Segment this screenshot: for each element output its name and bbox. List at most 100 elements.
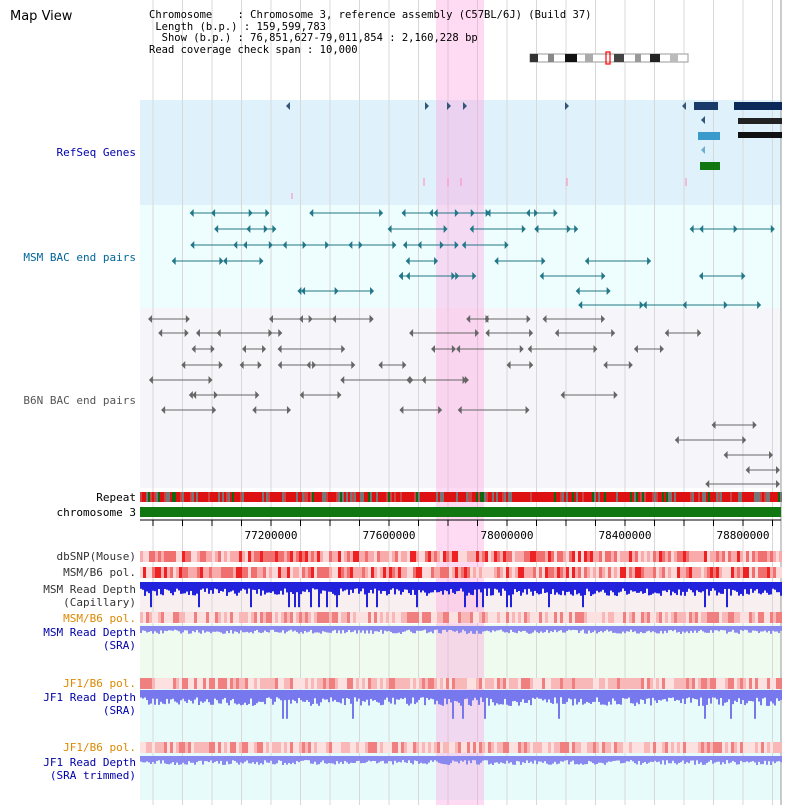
heat-cell xyxy=(338,567,341,578)
track-label-repeat[interactable]: Repeat xyxy=(96,491,136,504)
depth-bar xyxy=(308,690,310,702)
depth-bar xyxy=(252,756,254,763)
heat-cell xyxy=(710,678,713,689)
track-label-msm-b6-pol-1[interactable]: MSM/B6 pol. xyxy=(63,566,136,579)
heat-cell xyxy=(206,678,209,689)
heat-cell xyxy=(209,612,212,623)
depth-bar xyxy=(658,690,660,700)
track-label-msm-b6-pol-2[interactable]: MSM/B6 pol. xyxy=(63,612,136,625)
repeat-bar xyxy=(316,492,318,502)
heat-cell xyxy=(725,551,728,562)
depth-bar xyxy=(202,690,204,703)
depth-bar xyxy=(550,582,552,595)
depth-bar xyxy=(182,582,184,594)
heat-cell xyxy=(248,567,251,578)
track-label-b6n-bac[interactable]: B6N BAC end pairs xyxy=(23,394,136,407)
feature-arrow xyxy=(277,345,282,353)
depth-bar xyxy=(684,582,686,596)
heat-cell xyxy=(758,678,761,689)
depth-bar xyxy=(418,582,420,590)
depth-bar xyxy=(328,582,330,592)
repeat-bar xyxy=(682,492,684,502)
depth-bar xyxy=(736,582,738,592)
track-label-refseq[interactable]: RefSeq Genes xyxy=(56,146,136,159)
depth-bar xyxy=(688,690,690,698)
repeat-bar xyxy=(206,492,208,502)
track-label-msm-read-capillary[interactable]: MSM Read Depth xyxy=(43,583,136,596)
feature-arrow xyxy=(195,329,200,337)
depth-bar xyxy=(166,756,168,765)
depth-bar xyxy=(324,690,326,700)
depth-bar xyxy=(290,690,292,704)
heat-cell xyxy=(182,742,185,753)
depth-bar xyxy=(480,626,482,634)
heat-cell xyxy=(554,742,557,753)
depth-bar xyxy=(534,756,536,761)
feature-arrow xyxy=(431,345,436,353)
heat-cell xyxy=(377,612,380,623)
depth-bar xyxy=(296,582,298,593)
heat-cell xyxy=(308,567,311,578)
track-label-dbsnp[interactable]: dbSNP(Mouse) xyxy=(56,550,136,563)
depth-bar xyxy=(182,690,184,699)
track-label-msm-bac[interactable]: MSM BAC end pairs xyxy=(23,251,136,264)
heat-cell xyxy=(452,678,455,689)
depth-bar xyxy=(772,756,774,762)
heat-cell xyxy=(734,742,737,753)
heat-cell xyxy=(341,742,344,753)
depth-bar xyxy=(730,626,732,632)
depth-bar xyxy=(604,756,606,765)
depth-bar xyxy=(216,756,218,762)
heat-cell xyxy=(602,567,605,578)
depth-bar xyxy=(148,690,150,705)
depth-bar xyxy=(234,690,236,704)
heat-cell xyxy=(572,742,575,753)
depth-bar xyxy=(502,690,504,705)
depth-bar xyxy=(630,690,632,704)
heat-cell xyxy=(707,678,710,689)
depth-bar xyxy=(594,582,596,594)
depth-bar xyxy=(660,626,662,631)
depth-bar xyxy=(608,626,610,632)
depth-bar xyxy=(568,582,570,592)
depth-bar xyxy=(316,582,318,590)
depth-bar xyxy=(250,582,252,608)
heat-cell xyxy=(524,742,527,753)
repeat-bar xyxy=(224,492,226,502)
depth-bar xyxy=(712,690,714,698)
depth-bar xyxy=(658,582,660,594)
track-label-chromosome[interactable]: chromosome 3 xyxy=(56,506,136,519)
depth-bar xyxy=(666,690,668,702)
heat-cell xyxy=(176,742,179,753)
heat-cell xyxy=(287,567,290,578)
heat-cell xyxy=(182,612,185,623)
track-label-msm-read-sra[interactable]: MSM Read Depth xyxy=(43,626,136,639)
heat-cell xyxy=(680,742,683,753)
heat-cell xyxy=(611,567,614,578)
heat-cell xyxy=(158,567,161,578)
depth-bar xyxy=(616,582,618,596)
depth-bar xyxy=(228,582,230,593)
depth-bar xyxy=(734,626,736,633)
feature-arrow xyxy=(241,345,246,353)
track-label-jf1-b6-pol-1[interactable]: JF1/B6 pol. xyxy=(63,677,136,690)
heat-cell xyxy=(581,742,584,753)
heat-cell xyxy=(155,678,158,689)
depth-bar xyxy=(558,626,560,631)
depth-bar xyxy=(572,690,574,706)
depth-bar xyxy=(220,582,222,591)
depth-bar xyxy=(468,626,470,634)
heat-cell xyxy=(575,612,578,623)
depth-bar xyxy=(306,626,308,633)
heat-cell xyxy=(380,567,383,578)
depth-bar xyxy=(464,582,466,608)
track-label-jf1-read-trimmed[interactable]: JF1 Read Depth xyxy=(43,756,136,769)
heat-cell xyxy=(590,742,593,753)
track-label-jf1-b6-pol-2[interactable]: JF1/B6 pol. xyxy=(63,741,136,754)
repeat-bar xyxy=(622,492,624,502)
heat-cell xyxy=(665,742,668,753)
track-label-jf1-read-sra[interactable]: JF1 Read Depth xyxy=(43,691,136,704)
depth-bar xyxy=(700,690,702,698)
